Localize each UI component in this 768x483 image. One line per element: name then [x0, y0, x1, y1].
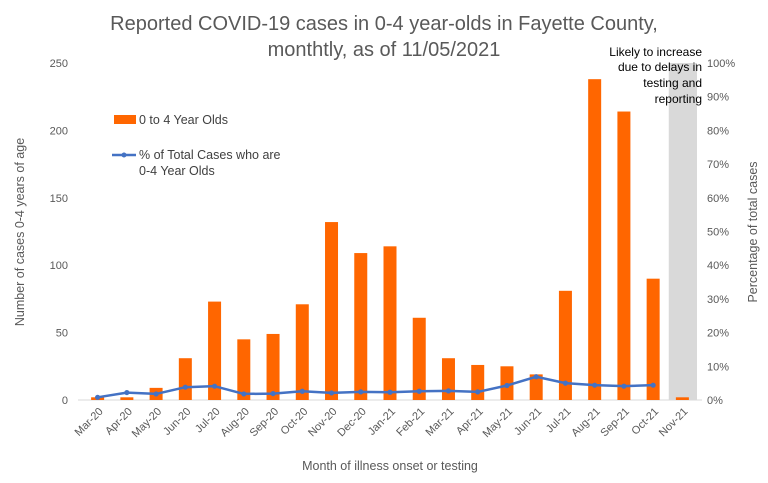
bar-Oct-21	[646, 278, 660, 400]
left-y-axis-ticks: 0 50 100 150 200 250	[50, 58, 68, 407]
line-point-Aug-20	[241, 391, 247, 397]
left-y-tick-label: 100	[50, 260, 68, 272]
legend-line-marker	[121, 152, 127, 158]
bar-Nov-21	[675, 397, 689, 400]
chart-title: Reported COVID-19 cases in 0-4 year-olds…	[110, 13, 658, 61]
legend-line-label-2: 0-4 Year Olds	[139, 164, 215, 178]
bar-series-0-4-year-olds	[91, 79, 689, 401]
left-y-axis-title: Number of cases 0-4 years of age	[13, 138, 27, 326]
line-point-Apr-21	[475, 389, 481, 395]
annotation-line-1: Likely to increase	[609, 45, 702, 59]
line-point-Sep-20	[270, 390, 276, 397]
x-tick-label: Feb-21	[394, 406, 427, 439]
line-point-Oct-21	[650, 382, 656, 388]
right-y-axis-title: Percentage of total cases	[746, 161, 760, 302]
bar-Dec-20	[354, 253, 368, 400]
right-y-tick-label: 60%	[707, 193, 729, 205]
x-tick-label: Aug-20	[218, 406, 252, 440]
incomplete-data-shading	[668, 63, 697, 400]
bar-Jul-20	[208, 301, 222, 400]
line-point-Jul-21	[562, 380, 569, 386]
left-y-tick-label: 0	[62, 395, 68, 407]
line-path	[97, 375, 654, 399]
legend-bar-swatch	[114, 115, 136, 124]
x-tick-label: Nov-21	[657, 406, 691, 440]
line-point-May-20	[153, 391, 159, 397]
bar-Sep-20	[266, 333, 280, 400]
line-point-Feb-21	[416, 388, 422, 394]
right-y-tick-label: 50%	[707, 227, 729, 239]
line-point-Jul-20	[211, 383, 218, 389]
x-tick-label: Oct-20	[279, 406, 311, 438]
line-point-May-21	[504, 382, 510, 389]
left-y-tick-label: 50	[56, 328, 68, 340]
bar-Aug-20	[237, 339, 251, 400]
right-y-tick-label: 40%	[707, 260, 729, 272]
x-tick-label: Jun-21	[512, 406, 544, 438]
x-tick-label: Mar-21	[423, 406, 456, 439]
right-y-tick-label: 30%	[707, 294, 729, 306]
line-point-Sep-21	[621, 383, 627, 389]
right-y-tick-label: 10%	[707, 361, 729, 373]
line-point-Jan-21	[387, 389, 393, 395]
x-tick-label: Sep-21	[598, 406, 632, 440]
annotation-line-2: due to delays in	[618, 60, 702, 74]
right-y-tick-label: 100%	[707, 58, 735, 70]
x-tick-label: Oct-21	[629, 406, 661, 438]
bar-Oct-20	[295, 304, 309, 400]
x-tick-label: Nov-20	[306, 406, 340, 440]
line-point-Jun-20	[182, 384, 188, 390]
x-tick-label: Dec-20	[335, 406, 369, 440]
bar-Nov-20	[325, 222, 339, 400]
line-point-Mar-20	[95, 394, 101, 400]
line-point-Mar-21	[445, 388, 452, 394]
line-point-Nov-20	[328, 390, 335, 396]
right-y-tick-label: 80%	[707, 125, 729, 137]
left-y-tick-label: 150	[50, 193, 68, 205]
bar-Jun-20	[178, 358, 192, 400]
bar-Jul-21	[558, 290, 572, 400]
left-y-tick-label: 200	[50, 125, 68, 137]
legend: 0 to 4 Year Olds % of Total Cases who ar…	[112, 113, 281, 178]
bar-Feb-21	[412, 317, 426, 400]
right-y-tick-label: 90%	[707, 92, 729, 104]
right-y-tick-label: 70%	[707, 159, 729, 171]
x-tick-label: Jan-21	[366, 406, 398, 438]
line-point-Jun-21	[533, 374, 539, 380]
annotation-line-3: testing and	[643, 76, 702, 90]
x-tick-label: Jun-20	[161, 406, 193, 438]
bar-Apr-21	[471, 364, 485, 400]
x-tick-label: May-20	[130, 406, 164, 440]
incomplete-data-annotation: Likely to increase due to delays in test…	[609, 45, 702, 106]
bar-Aug-21	[588, 79, 602, 401]
x-tick-label: Aug-21	[569, 406, 603, 440]
bar-Mar-21	[441, 358, 455, 400]
x-tick-label: Mar-20	[73, 406, 106, 439]
legend-bar-label: 0 to 4 Year Olds	[139, 113, 228, 127]
line-point-Apr-20	[124, 389, 130, 396]
chart-title-line-2: monthtly, as of 11/05/2021	[268, 39, 501, 61]
line-series-percent-of-total	[95, 374, 656, 400]
annotation-line-4: reporting	[655, 92, 702, 106]
x-axis-title: Month of illness onset or testing	[302, 459, 478, 473]
line-point-Dec-20	[358, 389, 364, 395]
left-y-tick-label: 250	[50, 58, 68, 70]
chart-title-line-1: Reported COVID-19 cases in 0-4 year-olds…	[110, 13, 658, 35]
legend-line-label-1: % of Total Cases who are	[139, 148, 281, 162]
bar-Sep-21	[617, 111, 631, 400]
line-point-Aug-21	[592, 382, 598, 388]
line-point-Oct-20	[299, 388, 305, 394]
right-y-tick-label: 20%	[707, 328, 729, 340]
bar-Jun-21	[529, 374, 543, 400]
bar-Jan-21	[383, 246, 397, 400]
bar-Apr-20	[120, 397, 134, 400]
x-tick-label: Sep-20	[248, 406, 282, 440]
right-y-tick-label: 0%	[707, 395, 723, 407]
x-tick-label: May-21	[481, 406, 515, 440]
right-y-axis-ticks: 0% 10% 20% 30% 40% 50% 60% 70% 80% 90% 100%	[707, 58, 735, 407]
